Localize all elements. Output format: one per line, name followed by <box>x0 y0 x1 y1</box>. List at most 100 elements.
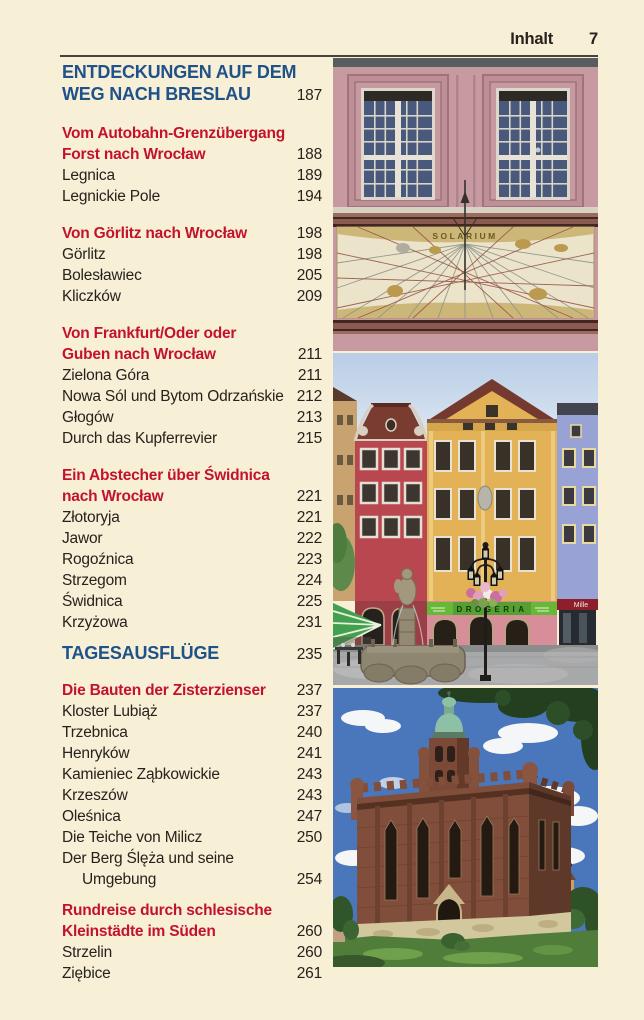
toc-entry-page: 187 <box>296 87 322 104</box>
toc-entry-title: WEG NACH BRESLAU <box>62 84 251 104</box>
toc-entry-page: 223 <box>296 551 322 568</box>
toc-row: Legnica 189 <box>62 165 322 186</box>
toc-entry-title: Der Berg Ślęża und seine <box>62 850 234 867</box>
toc-entry-title: Bolesławiec <box>62 267 142 284</box>
toc-entry-page: 235 <box>296 646 322 663</box>
toc-row: Kamieniec Ząbkowickie 243 <box>62 764 322 785</box>
toc-entry-page: 243 <box>296 787 322 804</box>
toc-entry-page: 221 <box>296 488 322 505</box>
toc-entry-page: 205 <box>296 267 322 284</box>
sundial-sign-text: SOLARIUM <box>432 231 497 241</box>
toc-entry-title: Durch das Kupferrevier <box>62 430 217 447</box>
toc-entry-page: 222 <box>296 530 322 547</box>
toc-row: Złotoryja 221 <box>62 507 322 528</box>
toc-row: Umgebung 254 <box>62 869 322 890</box>
drogeria-sign-text: DROGERIA <box>456 605 527 614</box>
photo-sundial-facade: SOLARIUM <box>333 58 598 351</box>
toc-row: Głogów 213 <box>62 407 322 428</box>
header-rule <box>60 55 598 57</box>
toc-entry-page: 243 <box>296 766 322 783</box>
toc-group: Von Frankfurt/Oder oder Guben nach Wrocła… <box>62 323 322 449</box>
toc-entry-page: 215 <box>296 430 322 447</box>
toc-chapter: TAGESAUSFLÜGE 235 <box>62 642 322 666</box>
toc-entry-page: 231 <box>296 614 322 631</box>
toc-entry-title: nach Wrocław <box>62 488 164 505</box>
page-header: Inhalt 7 <box>60 30 598 49</box>
toc-entry-title: Ein Abstecher über Świdnica <box>62 467 270 484</box>
toc-entry-title: Vom Autobahn-Grenzübergang <box>62 125 285 142</box>
photo-brick-church <box>333 688 598 967</box>
toc-row: Oleśnica 247 <box>62 806 322 827</box>
toc-entry-title: Die Bauten der Zisterzienser <box>62 682 266 699</box>
toc-entry-page: 261 <box>296 965 322 982</box>
toc-row: Henryków 241 <box>62 743 322 764</box>
toc-entry-title: Von Frankfurt/Oder oder <box>62 325 237 342</box>
toc-entry-page: 198 <box>296 225 322 242</box>
toc-entry-title: Zielona Góra <box>62 367 150 384</box>
toc-entry-page: 189 <box>296 167 322 184</box>
toc-row: TAGESAUSFLÜGE 235 <box>62 642 322 666</box>
toc-entry-page: 211 <box>297 367 322 384</box>
toc-row: Kliczków 209 <box>62 286 322 307</box>
toc-entry-title: Strzegom <box>62 572 127 589</box>
toc-entry-page: 237 <box>296 682 322 699</box>
toc-entry-page: 198 <box>296 246 322 263</box>
toc-row: Ein Abstecher über Świdnica <box>62 465 322 486</box>
header-title: Inhalt <box>510 30 554 48</box>
toc-entry-title: Die Teiche von Milicz <box>62 829 203 846</box>
toc-entry-page: 250 <box>296 829 322 846</box>
toc-entry-title: Henryków <box>62 745 130 762</box>
toc-row: Jawor 222 <box>62 528 322 549</box>
toc-row: Die Bauten der Zisterzienser 237 <box>62 680 322 701</box>
toc-row: Vom Autobahn-Grenzübergang <box>62 123 322 144</box>
toc-entry-page: 188 <box>296 146 322 163</box>
toc-entry-title: Świdnica <box>62 593 123 610</box>
toc-row: Bolesławiec 205 <box>62 265 322 286</box>
toc-row: Ziębice 261 <box>62 963 322 984</box>
toc-entry-page: 247 <box>296 808 322 825</box>
toc-entry-page: 224 <box>296 572 322 589</box>
toc-row: Rogoźnica 223 <box>62 549 322 570</box>
toc-entry-page: 212 <box>296 388 322 405</box>
toc-entry-title: TAGESAUSFLÜGE <box>62 643 220 663</box>
photo-market-square: DROGERIA Mille <box>333 353 598 685</box>
toc-row: Świdnica 225 <box>62 591 322 612</box>
toc-entry-title: Forst nach Wrocław <box>62 146 206 163</box>
toc-row: Kloster Lubiąż 237 <box>62 701 322 722</box>
toc-entry-title: Umgebung <box>82 871 157 888</box>
bank-sign-text: Mille <box>574 602 588 609</box>
toc-entry-page: 211 <box>297 346 322 363</box>
toc-row: ENTDECKUNGEN AUF DEM <box>62 61 322 83</box>
toc-entry-title: Von Görlitz nach Wrocław <box>62 225 247 242</box>
toc-entry-title: Jawor <box>62 530 103 547</box>
toc-group: Die Bauten der Zisterzienser 237 Kloster L… <box>62 680 322 890</box>
toc-entry-title: Kamieniec Ząbkowickie <box>62 766 220 783</box>
toc-row: Forst nach Wrocław 188 <box>62 144 322 165</box>
toc-entry-title: Ziębice <box>62 965 111 982</box>
toc-entry-title: Strzelin <box>62 944 113 961</box>
toc-entry-title: Kleinstädte im Süden <box>62 923 216 940</box>
toc-row: Strzelin 260 <box>62 942 322 963</box>
toc-entry-page: 240 <box>296 724 322 741</box>
toc-entry-title: Krzyżowa <box>62 614 128 631</box>
toc-entry-page: 221 <box>296 509 322 526</box>
toc-entry-title: Nowa Sól und Bytom Odrzańskie <box>62 388 284 405</box>
toc-entry-page: 209 <box>296 288 322 305</box>
toc-entry-title: Rundreise durch schlesische <box>62 902 272 919</box>
table-of-contents: ENTDECKUNGEN AUF DEM WEG NACH BRESLAU 187 V… <box>62 61 322 1000</box>
toc-group: Ein Abstecher über Świdnica nach Wrocław 2… <box>62 465 322 633</box>
toc-row: Legnickie Pole 194 <box>62 186 322 207</box>
toc-row: Von Frankfurt/Oder oder <box>62 323 322 344</box>
toc-entry-title: Guben nach Wrocław <box>62 346 216 363</box>
toc-row: Die Teiche von Milicz 250 <box>62 827 322 848</box>
toc-group: Vom Autobahn-Grenzübergang Forst nach Wro… <box>62 123 322 207</box>
toc-row: Zielona Góra 211 <box>62 365 322 386</box>
toc-row: Kleinstädte im Süden 260 <box>62 921 322 942</box>
toc-entry-page: 213 <box>296 409 322 426</box>
toc-chapter: ENTDECKUNGEN AUF DEM WEG NACH BRESLAU 187 <box>62 61 322 107</box>
toc-entry-title: Görlitz <box>62 246 106 263</box>
toc-row: WEG NACH BRESLAU 187 <box>62 83 322 107</box>
toc-entry-title: Krzeszów <box>62 787 128 804</box>
toc-entry-title: Oleśnica <box>62 808 121 825</box>
